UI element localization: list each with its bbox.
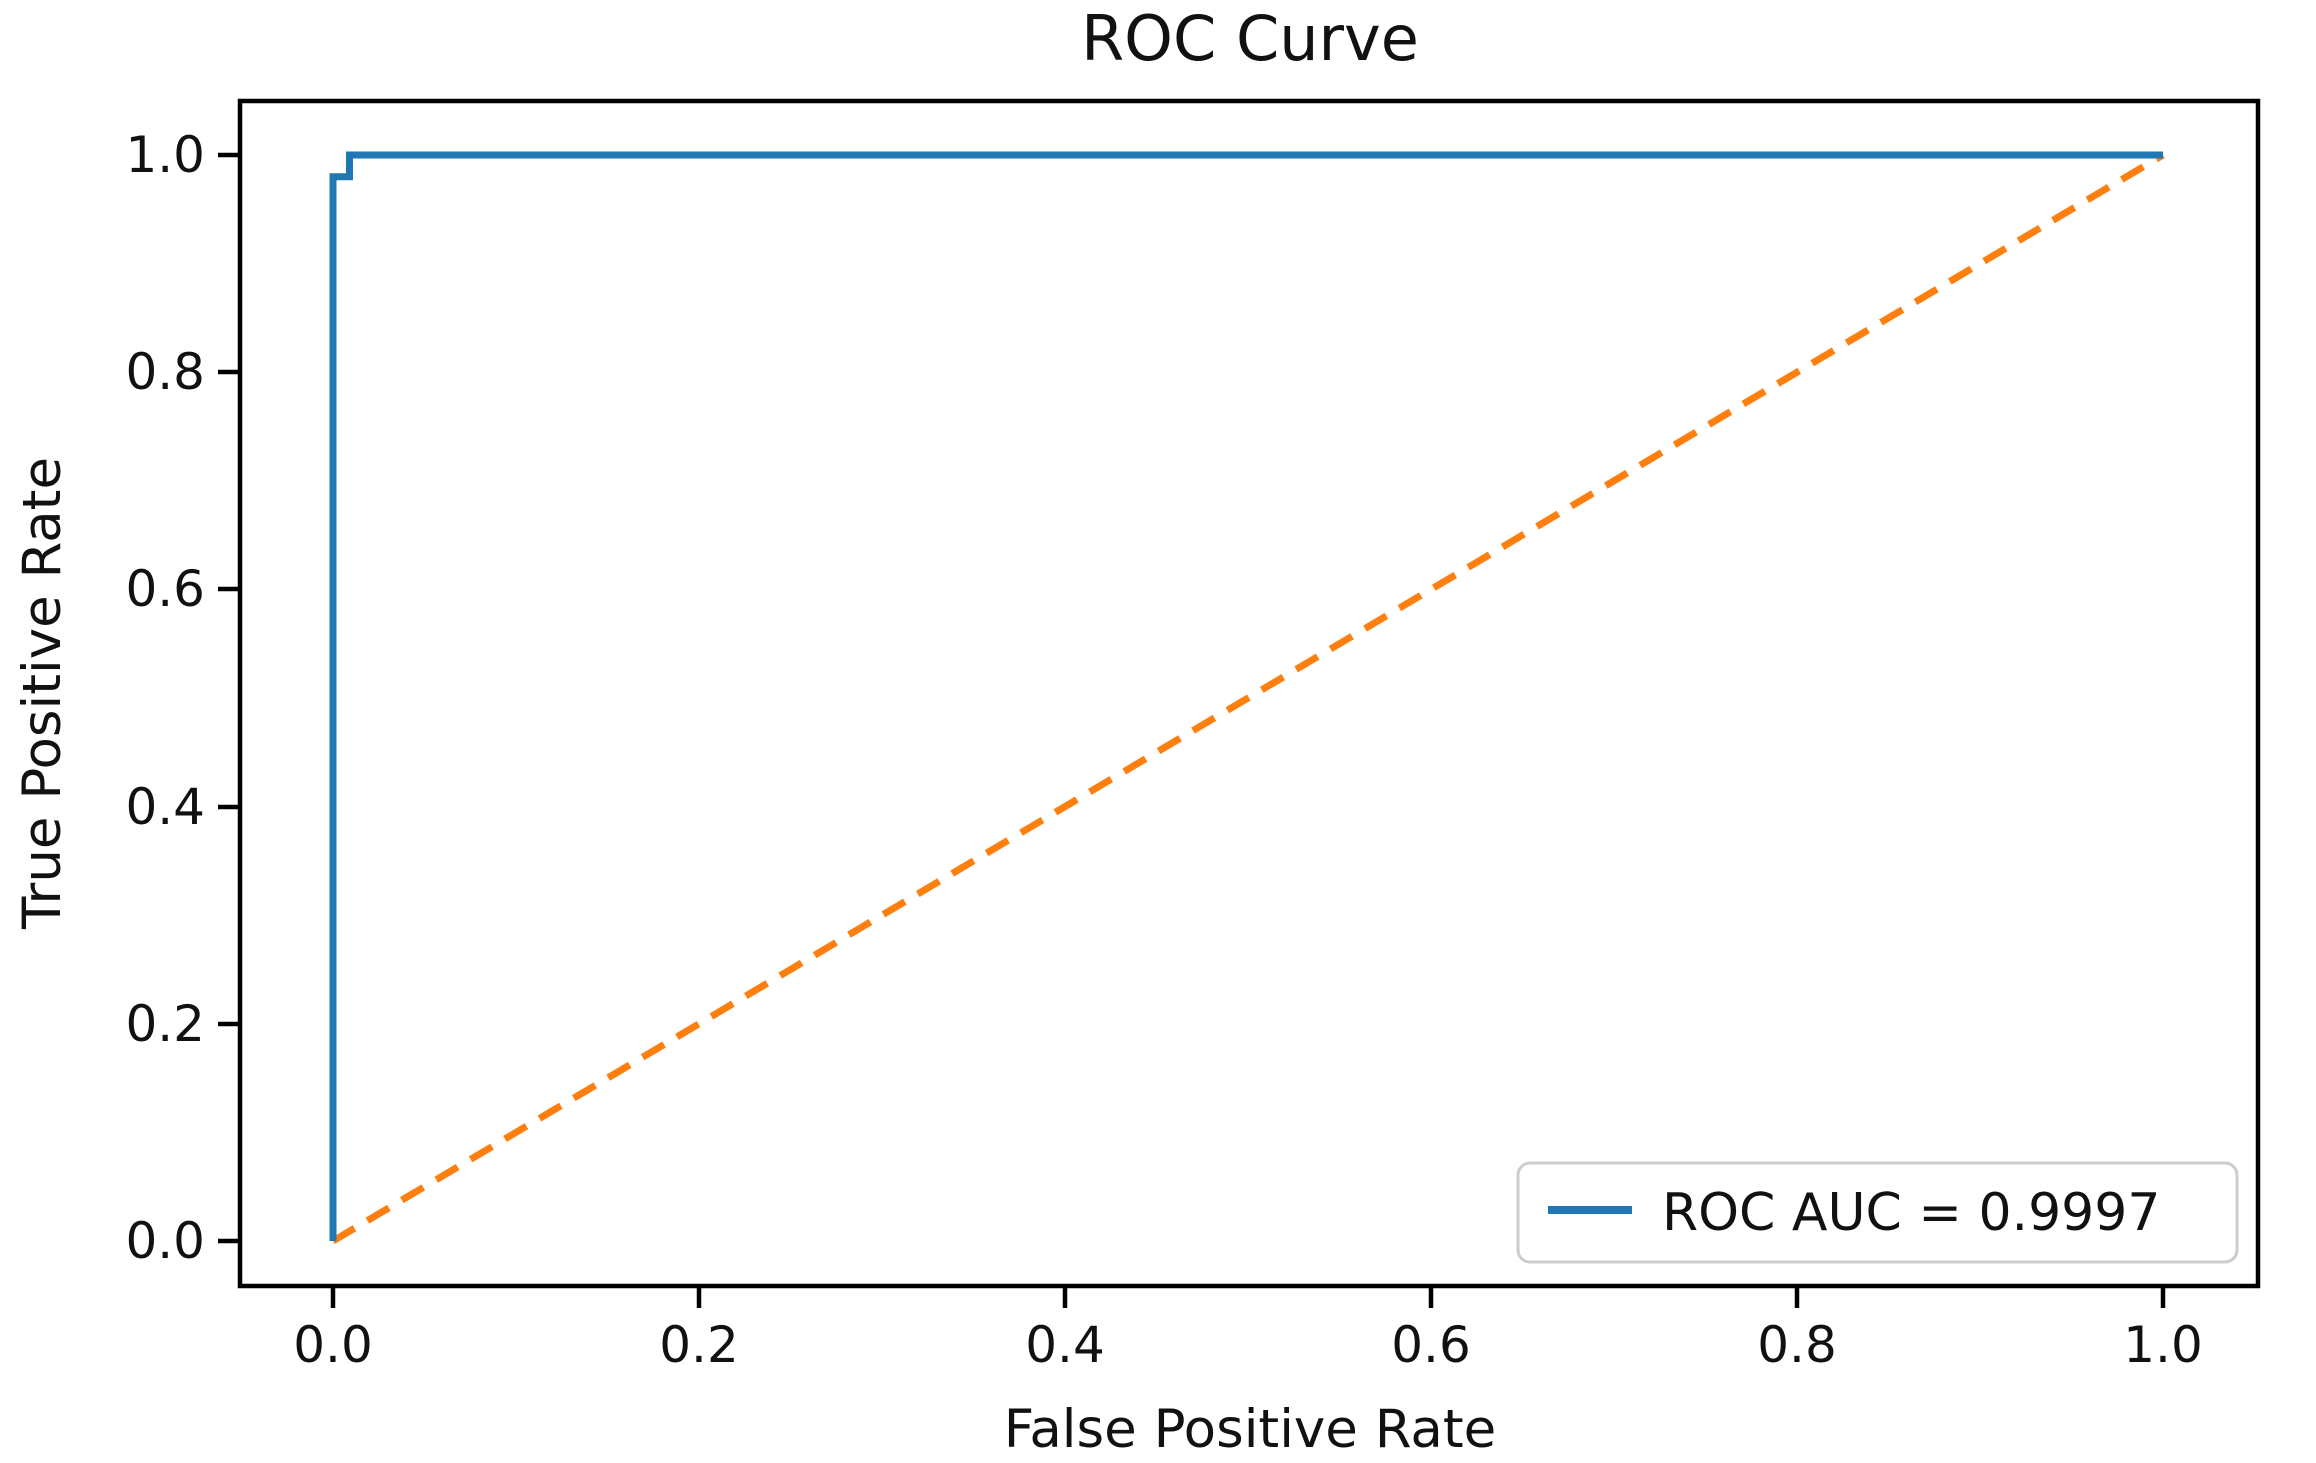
y-tick-label: 0.4	[125, 778, 205, 836]
y-tick-marks	[218, 152, 240, 1244]
x-tick-label: 0.2	[659, 1316, 739, 1374]
x-tick-label: 0.0	[293, 1316, 373, 1374]
x-tick-label: 0.6	[1391, 1316, 1471, 1374]
y-tick-label: 0.6	[125, 560, 205, 618]
x-tick-label: 1.0	[2123, 1316, 2203, 1374]
x-axis-label: False Positive Rate	[1004, 1399, 1497, 1460]
y-tick-label: 0.8	[125, 343, 205, 401]
x-tick-label: 0.4	[1025, 1316, 1105, 1374]
roc-curve-line	[329, 151, 2163, 1241]
y-axis-label: True Positive Rate	[12, 457, 73, 930]
legend-box	[1516, 1161, 2239, 1264]
y-tick-labels: 0.0 0.2 0.4 0.6 0.8 1.0	[125, 126, 205, 1270]
chart-title: ROC Curve	[1081, 2, 1419, 75]
x-tick-label: 0.8	[1757, 1316, 1837, 1374]
chance-diagonal-line	[331, 151, 2165, 1245]
legend: ROC AUC = 0.9997	[1516, 1161, 2239, 1264]
legend-label: ROC AUC = 0.9997	[1662, 1183, 2160, 1243]
x-tick-labels: 0.0 0.2 0.4 0.6 0.8 1.0	[293, 1316, 2203, 1374]
x-tick-marks	[330, 1286, 2166, 1308]
y-tick-label: 1.0	[125, 126, 205, 184]
y-tick-label: 0.2	[125, 995, 205, 1053]
y-tick-label: 0.0	[125, 1212, 205, 1270]
